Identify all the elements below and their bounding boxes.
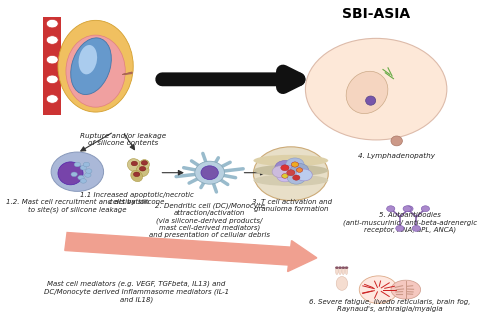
Circle shape: [140, 166, 146, 171]
Text: 1.1 Increased apoptotic/necrotic
cells by silicone: 1.1 Increased apoptotic/necrotic cells b…: [80, 192, 194, 205]
Circle shape: [286, 170, 295, 176]
Circle shape: [422, 206, 430, 212]
Circle shape: [46, 55, 58, 64]
Circle shape: [292, 162, 298, 167]
Ellipse shape: [338, 267, 342, 275]
Ellipse shape: [254, 174, 328, 186]
Circle shape: [46, 19, 58, 28]
Text: 2. Dendritic cell (DC)/Monocyte
attraction/activation
(via silicone-derived prod: 2. Dendritic cell (DC)/Monocyte attracti…: [149, 202, 270, 238]
Text: 5. Autoantibodies
(anti-muscurinic/ anti-beta-adrenergic
receptor, ANA, aPL, ANC: 5. Autoantibodies (anti-muscurinic/ anti…: [344, 212, 477, 233]
Circle shape: [80, 179, 86, 183]
Circle shape: [46, 95, 58, 103]
Ellipse shape: [254, 164, 328, 176]
Circle shape: [46, 36, 58, 44]
Circle shape: [338, 266, 342, 269]
Circle shape: [254, 147, 328, 201]
Ellipse shape: [78, 45, 97, 74]
FancyArrow shape: [65, 233, 317, 271]
Ellipse shape: [136, 164, 149, 177]
Ellipse shape: [346, 71, 388, 114]
Ellipse shape: [336, 267, 338, 275]
Circle shape: [84, 173, 91, 177]
Ellipse shape: [254, 155, 328, 166]
Circle shape: [282, 174, 288, 178]
Text: 3. T cell activation and
granuloma formation: 3. T cell activation and granuloma forma…: [252, 199, 332, 212]
Circle shape: [296, 169, 312, 181]
Circle shape: [306, 38, 447, 140]
Circle shape: [405, 206, 413, 212]
Circle shape: [286, 158, 304, 171]
Text: SBI-ASIA: SBI-ASIA: [342, 7, 410, 21]
Circle shape: [281, 165, 289, 171]
Ellipse shape: [336, 277, 347, 290]
Ellipse shape: [342, 267, 344, 275]
Circle shape: [272, 166, 288, 178]
Ellipse shape: [391, 280, 420, 299]
Circle shape: [403, 206, 411, 212]
Ellipse shape: [66, 35, 125, 107]
Text: Mast cell mediators (e.g. VEGF, TGFbeta, IL13) and
DC/Monocyte derived Inflammas: Mast cell mediators (e.g. VEGF, TGFbeta,…: [44, 281, 229, 303]
Text: 6. Severe fatigue, livedo reticularis, brain fog,
Raynaud's, arthralgia/myalgia: 6. Severe fatigue, livedo reticularis, b…: [309, 299, 470, 312]
Ellipse shape: [58, 162, 83, 185]
Circle shape: [131, 161, 138, 166]
Circle shape: [396, 225, 404, 231]
Circle shape: [344, 266, 348, 269]
Circle shape: [141, 161, 148, 165]
Ellipse shape: [51, 152, 104, 191]
Ellipse shape: [58, 20, 133, 112]
Ellipse shape: [391, 136, 402, 146]
Text: 4. Lymphadenopathy: 4. Lymphadenopathy: [358, 153, 435, 159]
Text: 1.2. Mast cell recruitment and activation
to site(s) of silicone leakage: 1.2. Mast cell recruitment and activatio…: [6, 199, 149, 213]
Circle shape: [412, 225, 420, 231]
Ellipse shape: [366, 96, 376, 105]
Ellipse shape: [201, 166, 218, 180]
Ellipse shape: [195, 161, 224, 184]
Circle shape: [342, 266, 345, 269]
Circle shape: [80, 165, 86, 170]
Circle shape: [276, 170, 293, 182]
Circle shape: [84, 162, 89, 167]
Circle shape: [292, 175, 300, 180]
Circle shape: [296, 168, 302, 172]
Circle shape: [281, 165, 301, 180]
Circle shape: [287, 171, 306, 184]
Circle shape: [335, 266, 338, 269]
Circle shape: [386, 206, 395, 212]
Ellipse shape: [346, 267, 348, 275]
Text: Rupture and/or leakage
of silicone contents: Rupture and/or leakage of silicone conte…: [80, 133, 166, 146]
Circle shape: [74, 162, 80, 167]
Circle shape: [78, 175, 84, 180]
Ellipse shape: [131, 170, 142, 182]
Circle shape: [71, 172, 78, 177]
Circle shape: [360, 276, 398, 303]
Circle shape: [86, 169, 92, 173]
Circle shape: [46, 75, 58, 84]
Circle shape: [290, 164, 308, 177]
Ellipse shape: [70, 38, 112, 94]
Ellipse shape: [140, 160, 149, 169]
Circle shape: [134, 172, 140, 177]
Polygon shape: [43, 17, 62, 115]
Ellipse shape: [128, 159, 141, 172]
Circle shape: [275, 161, 295, 175]
